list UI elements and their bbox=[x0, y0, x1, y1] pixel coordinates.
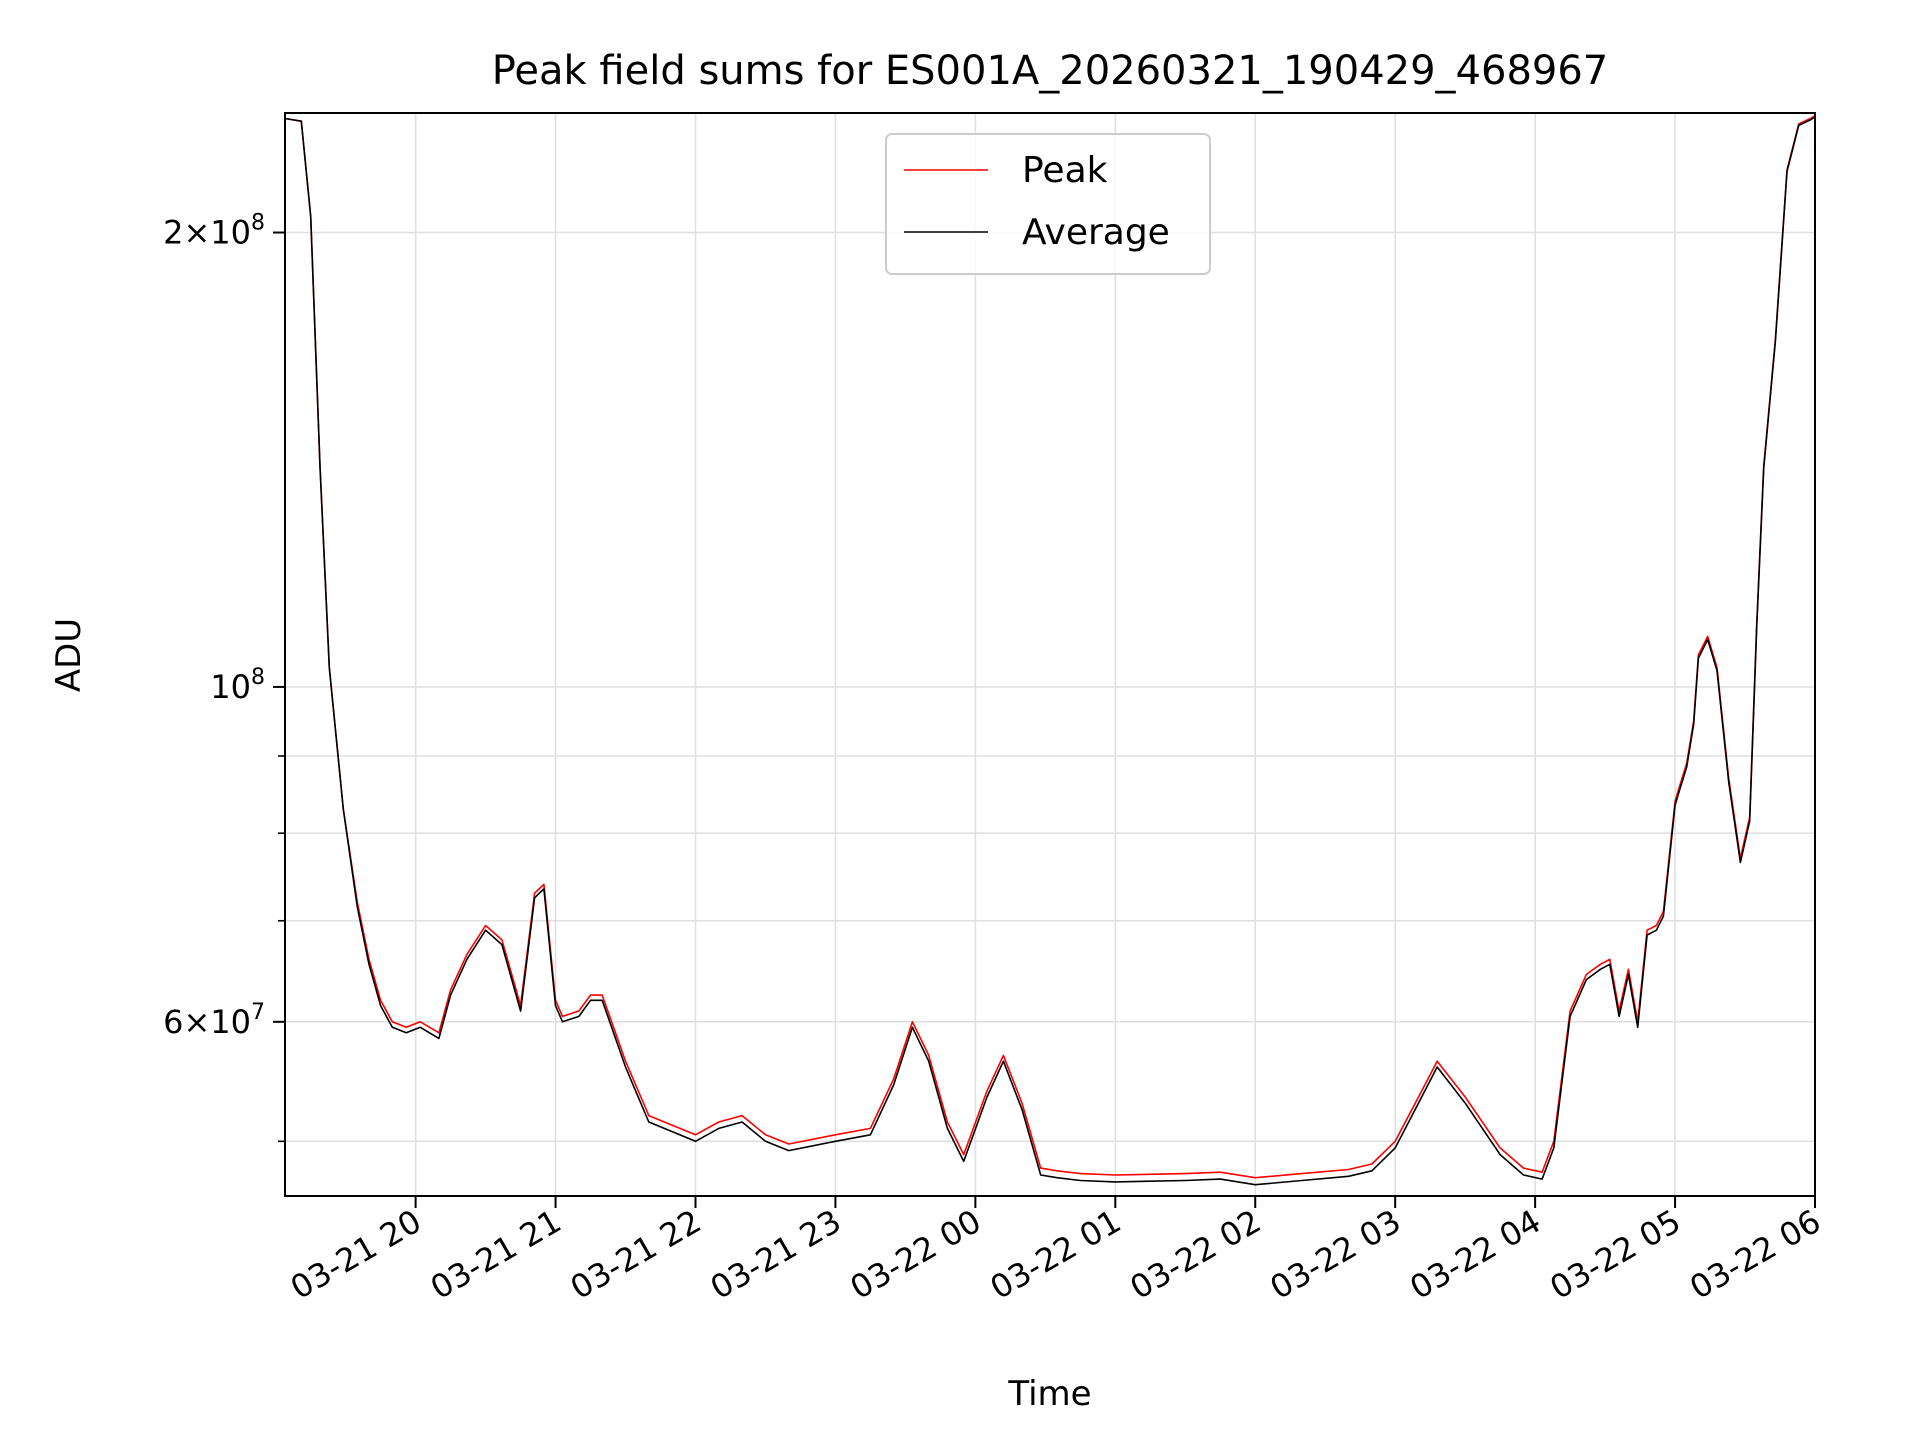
y-tick-label: 2×108 bbox=[163, 211, 265, 252]
legend-label-average: Average bbox=[1022, 212, 1170, 253]
plot-frame bbox=[284, 112, 1816, 1197]
series-line-peak bbox=[285, 115, 1815, 1179]
series-line-average bbox=[285, 116, 1815, 1186]
legend-label-peak: Peak bbox=[1022, 150, 1108, 191]
legend-box bbox=[885, 133, 1211, 275]
chart-title: Peak field sums for ES001A_20260321_1904… bbox=[492, 48, 1609, 94]
y-tick-label: 6×107 bbox=[163, 1000, 265, 1041]
y-tick-label: 108 bbox=[210, 665, 265, 706]
y-axis-label: ADU bbox=[49, 618, 89, 692]
x-axis-label: Time bbox=[1007, 1374, 1091, 1414]
series-layer bbox=[285, 115, 1815, 1186]
legend: Peak Average bbox=[885, 133, 1211, 275]
